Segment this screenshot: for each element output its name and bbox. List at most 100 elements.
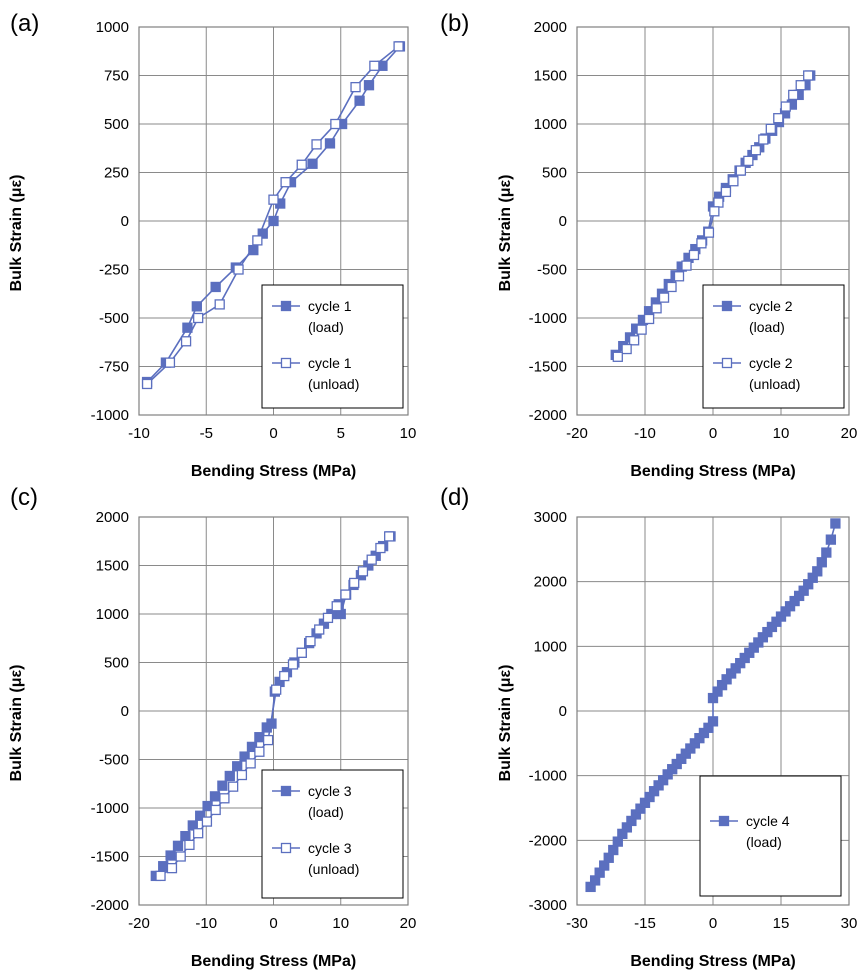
data-point-marker [340, 589, 351, 600]
data-point-marker [158, 861, 169, 872]
data-point-marker [217, 780, 228, 791]
data-point-marker [357, 566, 369, 577]
data-point-marker [366, 554, 377, 565]
data-point-marker [184, 839, 195, 851]
x-axis-title: Bending Stress (MPa) [630, 463, 795, 480]
y-tick-label: -1500 [91, 849, 129, 866]
data-point-marker [384, 531, 395, 542]
y-tick-label: 2000 [534, 574, 567, 591]
data-point-marker [262, 734, 274, 746]
data-point-marker [219, 793, 230, 804]
legend-marker [721, 300, 733, 312]
data-point-marker [307, 158, 318, 169]
data-point-marker [350, 81, 361, 93]
legend-label-sub: (load) [308, 804, 344, 820]
data-point-marker [166, 862, 178, 874]
y-tick-label: -250 [99, 262, 129, 279]
chart-panel-d: (d) -30 -15 0 15 30 -3000 -2000 -1000 0 1000 2000 30… [440, 484, 857, 970]
data-point-marker [180, 830, 191, 842]
data-point-marker [268, 215, 279, 227]
data-point-marker [268, 194, 279, 205]
legend-label-sub: (load) [308, 319, 344, 335]
data-point-marker [375, 542, 386, 554]
data-point-marker [155, 870, 166, 882]
x-tick-label: 20 [841, 425, 858, 442]
y-tick-label: 500 [104, 116, 129, 133]
x-tick-label: -10 [195, 915, 217, 932]
legend-marker [280, 357, 292, 369]
data-point-marker [287, 659, 299, 670]
y-tick-label: -1000 [91, 407, 129, 424]
x-tick-label: 10 [773, 425, 790, 442]
data-point-marker [651, 303, 662, 314]
data-point-marker [254, 732, 265, 743]
x-tick-label: 10 [332, 915, 349, 932]
y-tick-label: 1000 [534, 638, 567, 655]
y-axis-title: Bulk Strain (με) [8, 175, 25, 292]
data-point-marker [812, 566, 823, 577]
data-point-marker [165, 850, 176, 861]
chart-panel-b: (b) -20 -10 0 10 20 -2000 -1500 -1000 -500 0 500 100… [440, 10, 857, 480]
data-point-marker [709, 206, 720, 217]
data-point-marker [180, 336, 192, 347]
data-point-marker [296, 647, 307, 658]
data-point-marker [795, 80, 806, 91]
x-tick-label: -10 [128, 425, 150, 442]
y-tick-label: 0 [559, 703, 567, 720]
x-tick-label: 15 [773, 915, 790, 932]
plot-frame [576, 516, 850, 906]
data-point-marker [164, 357, 176, 368]
legend: cycle 1 (load) cycle 1 (unload) [261, 284, 404, 409]
data-point-marker [210, 804, 221, 816]
legend-label-sub: (unload) [749, 376, 800, 392]
y-tick-label: -500 [99, 310, 129, 327]
panel-label: (d) [440, 484, 469, 511]
data-point-marker [743, 155, 754, 167]
legend-label: cycle 3 [308, 783, 352, 799]
y-tick-label: 500 [542, 165, 567, 182]
legend-marker [280, 842, 292, 854]
y-tick-label: 2000 [534, 19, 567, 36]
data-point-marker [187, 820, 198, 831]
legend-marker [280, 785, 292, 797]
y-tick-label: -2000 [529, 407, 567, 424]
legend: cycle 2 (load) cycle 2 (unload) [702, 284, 845, 409]
series-2 [155, 531, 395, 882]
y-tick-label: 0 [121, 213, 129, 230]
y-axis-title: Bulk Strain (με) [8, 665, 25, 782]
x-tick-label: 0 [709, 915, 717, 932]
x-tick-label: -20 [566, 425, 588, 442]
data-point-marker [280, 177, 291, 188]
y-tick-label: 250 [104, 165, 129, 182]
data-point-marker [201, 816, 213, 827]
data-point-marker [363, 80, 375, 91]
data-point-marker [271, 684, 282, 695]
data-point-marker [707, 716, 719, 727]
data-point-marker [773, 113, 784, 124]
data-point-marker [252, 235, 263, 246]
data-point-marker [621, 343, 632, 355]
y-tick-label: -1000 [529, 310, 567, 327]
data-point-marker [703, 227, 715, 238]
data-point-marker [314, 624, 325, 635]
data-point-marker [788, 89, 799, 101]
legend-marker [280, 300, 292, 312]
x-tick-label: -10 [634, 425, 656, 442]
data-point-marker [349, 577, 360, 589]
data-point-marker [728, 176, 739, 187]
legend-label: cycle 2 [749, 298, 793, 314]
data-point-marker [232, 761, 243, 772]
data-point-marker [224, 770, 235, 782]
data-point-marker [758, 134, 769, 145]
legend-label: cycle 1 [308, 298, 352, 314]
y-tick-label: 500 [104, 655, 129, 672]
y-axis-title: Bulk Strain (με) [497, 175, 514, 292]
y-tick-label: -3000 [529, 897, 567, 914]
x-tick-label: 20 [400, 915, 417, 932]
data-point-marker [612, 351, 623, 362]
plot-frame [576, 26, 850, 416]
data-point-marker [720, 186, 732, 198]
data-point-marker [193, 312, 204, 324]
legend: cycle 3 (load) cycle 3 (unload) [261, 769, 404, 899]
